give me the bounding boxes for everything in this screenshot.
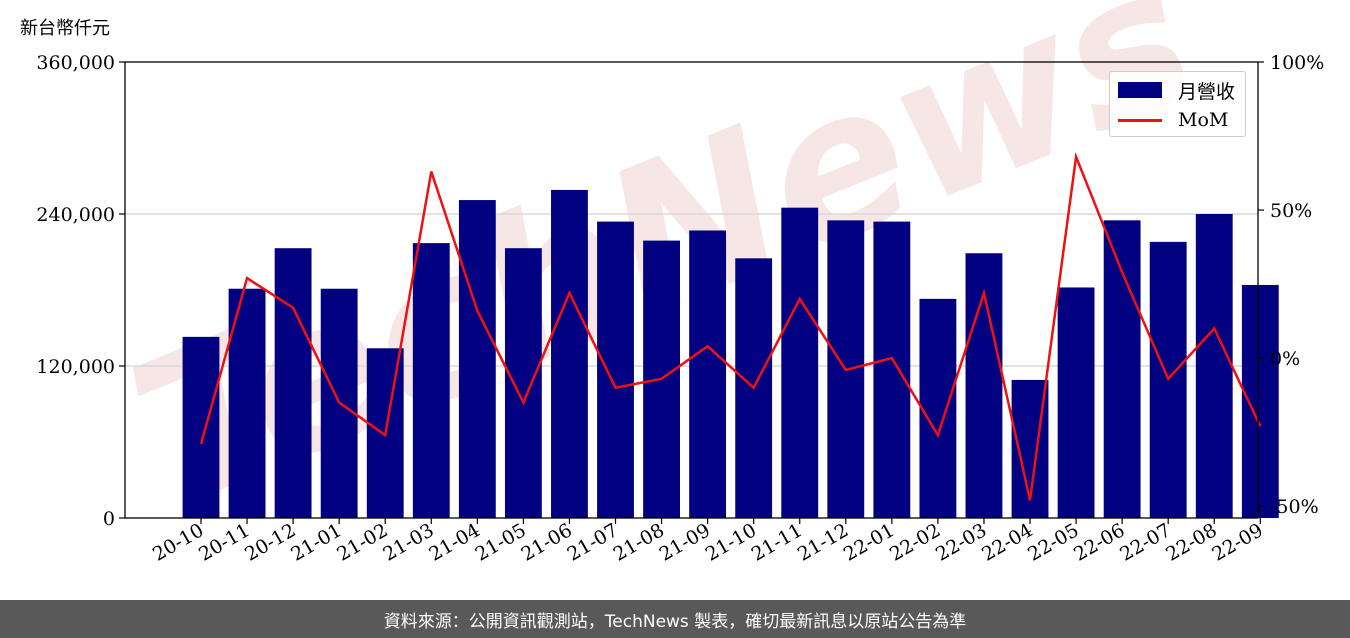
- bar: [597, 221, 634, 518]
- x-tick-label: 22-09: [1208, 519, 1266, 565]
- x-tick-label: 21-06: [518, 519, 576, 565]
- legend-swatch-line: [1118, 118, 1162, 122]
- bar: [551, 189, 588, 518]
- legend-item-mom: MoM: [1118, 108, 1228, 132]
- bar-series: [182, 189, 1279, 519]
- chart-canvas: TechNews 0120,000240,000360,000-50%0%50%…: [36, 0, 1324, 566]
- x-tick-label: 21-04: [425, 519, 483, 565]
- bar: [919, 298, 957, 518]
- legend-swatch-bar: [1118, 82, 1162, 98]
- bar: [1195, 214, 1233, 518]
- legend: 月營收 MoM: [1109, 71, 1246, 137]
- bar: [182, 336, 220, 518]
- y-left-tick-label: 240,000: [36, 204, 115, 226]
- x-tick-label: 22-07: [1116, 519, 1174, 565]
- x-tick-label: 21-08: [610, 519, 668, 565]
- x-tick-label: 22-03: [932, 519, 990, 565]
- bar: [781, 207, 819, 518]
- y-left-tick-label: 0: [103, 508, 115, 530]
- legend-label-revenue: 月營收: [1178, 80, 1236, 103]
- y-right-tick-label: -50%: [1270, 496, 1319, 518]
- x-tick-label: 22-05: [1024, 519, 1082, 565]
- bar: [458, 200, 496, 519]
- line-series: [199, 151, 1262, 501]
- x-tick-label: 22-08: [1162, 519, 1220, 565]
- x-tick-label: 22-02: [886, 519, 944, 565]
- bar: [504, 248, 542, 518]
- x-tick-label: 21-12: [794, 519, 852, 565]
- x-tick-label: 22-01: [840, 519, 898, 565]
- legend-label-mom: MoM: [1178, 109, 1229, 131]
- x-tick-label: 21-05: [471, 519, 529, 565]
- x-tick-label: 21-01: [287, 519, 345, 565]
- mom-line: [199, 151, 1262, 501]
- bar: [1057, 287, 1095, 518]
- bar: [274, 248, 312, 518]
- legend-item-revenue: 月營收: [1118, 78, 1236, 103]
- x-tick-label: 21-07: [564, 519, 622, 565]
- x-tick-label: 21-09: [656, 519, 714, 565]
- source-footer: 資料來源：公開資訊觀測站，TechNews 製表，確切最新訊息以原站公告為準: [0, 600, 1350, 638]
- y-left-tick-label: 120,000: [36, 356, 115, 378]
- x-tick-label: 21-11: [748, 519, 806, 565]
- y-axis-unit-label: 新台幣仟元: [20, 18, 110, 39]
- bar: [412, 243, 450, 518]
- y-right-tick-label: 0%: [1270, 348, 1300, 370]
- bar: [1103, 220, 1141, 519]
- y-left-tick-label: 360,000: [36, 52, 115, 74]
- x-tick-label: 20-10: [149, 519, 207, 565]
- bar: [873, 221, 911, 518]
- bar: [689, 230, 727, 518]
- x-tick-label: 22-06: [1070, 519, 1128, 565]
- y-right-tick-label: 100%: [1270, 52, 1324, 74]
- y-right-tick-label: 50%: [1270, 200, 1312, 222]
- x-tick-label: 22-04: [978, 519, 1036, 565]
- x-tick-label: 21-10: [702, 519, 760, 565]
- x-tick-label: 21-02: [333, 519, 391, 565]
- x-tick-label: 21-03: [379, 519, 437, 565]
- plot-frame: [124, 61, 1259, 519]
